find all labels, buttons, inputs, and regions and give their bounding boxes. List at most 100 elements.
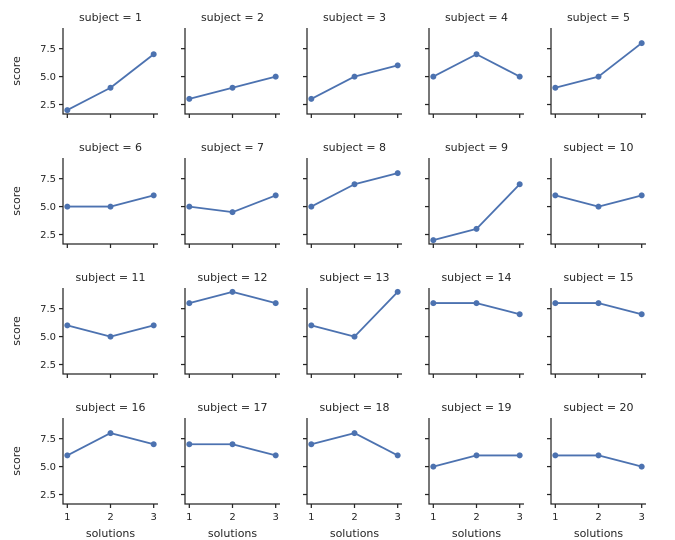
- facet-subject-19: subject = 19 1 2 3 solutions: [425, 401, 524, 540]
- data-point-marker: [638, 40, 645, 47]
- x-axis-label: solutions: [208, 527, 258, 540]
- axes-spines: [428, 288, 524, 375]
- data-point-marker: [430, 463, 437, 470]
- x-tick-label: 1: [186, 512, 192, 523]
- facet-title: subject = 11: [75, 271, 145, 284]
- axes-spines: [184, 28, 280, 115]
- data-point-marker: [351, 430, 358, 437]
- facet-title: subject = 19: [441, 401, 511, 414]
- data-line: [310, 172, 399, 208]
- data-point-marker: [394, 288, 401, 295]
- data-point-marker: [473, 300, 480, 307]
- data-point-marker: [229, 84, 236, 91]
- data-point-marker: [595, 73, 602, 80]
- data-point-marker: [430, 73, 437, 80]
- data-point-marker: [552, 84, 559, 91]
- data-point-marker: [186, 441, 193, 448]
- facet-title: subject = 16: [75, 401, 145, 414]
- facet-title: subject = 18: [319, 401, 389, 414]
- data-point-marker: [351, 73, 358, 80]
- data-point-marker: [272, 192, 279, 199]
- x-tick-label: 2: [351, 512, 357, 523]
- facet-subject-18: subject = 18 1 2 3 solutions: [303, 401, 402, 540]
- axes-spines: [550, 28, 646, 115]
- data-point-marker: [473, 452, 480, 459]
- data-point-marker: [229, 209, 236, 216]
- y-tick-label: 5.0: [40, 462, 56, 473]
- data-point-marker: [473, 225, 480, 232]
- y-tick-label: 5.0: [40, 202, 56, 213]
- data-point-marker: [150, 192, 157, 199]
- facet-title: subject = 8: [323, 141, 386, 154]
- data-point-marker: [394, 452, 401, 459]
- facet-subject-5: subject = 5: [547, 11, 646, 118]
- data-point-marker: [516, 181, 523, 188]
- facet-subject-17: subject = 17 1 2 3 solutions: [181, 401, 280, 540]
- data-point-marker: [595, 452, 602, 459]
- y-axis-label: score: [10, 316, 23, 346]
- data-line: [310, 432, 399, 457]
- y-tick-label: 2.5: [40, 100, 56, 111]
- facet-subject-4: subject = 4: [425, 11, 524, 118]
- data-point-marker: [430, 300, 437, 307]
- facet-subject-2: subject = 2: [181, 11, 280, 118]
- data-point-marker: [308, 322, 315, 329]
- data-line: [554, 42, 643, 89]
- data-point-marker: [229, 288, 236, 295]
- facet-title: subject = 3: [323, 11, 386, 24]
- data-point-marker: [595, 300, 602, 307]
- facet-subject-7: subject = 7: [181, 141, 280, 248]
- data-point-marker: [64, 107, 71, 114]
- axes-spines: [184, 418, 280, 505]
- data-point-marker: [150, 441, 157, 448]
- facet-subject-6: subject = 6 2.5 5.0 7.5 score: [10, 141, 158, 248]
- x-tick-label: 1: [64, 512, 70, 523]
- facet-subject-20: subject = 20 1 2 3 solutions: [547, 401, 646, 540]
- data-point-marker: [150, 322, 157, 329]
- x-tick-label: 1: [552, 512, 558, 523]
- axes-spines: [428, 28, 524, 115]
- x-tick-label: 2: [107, 512, 113, 523]
- facet-subject-3: subject = 3: [303, 11, 402, 118]
- axes-spines: [306, 158, 402, 245]
- data-point-marker: [107, 430, 114, 437]
- facet-title: subject = 13: [319, 271, 389, 284]
- x-axis-label: solutions: [452, 527, 502, 540]
- axes-spines: [428, 418, 524, 505]
- data-point-marker: [351, 333, 358, 340]
- x-tick-label: 3: [272, 512, 278, 523]
- facet-subject-13: subject = 13: [303, 271, 402, 378]
- axes-spines: [62, 288, 158, 375]
- x-tick-label: 1: [430, 512, 436, 523]
- facet-subject-16: subject = 16 2.5 5.0 7.5 1 2 3 score solutions: [10, 401, 158, 540]
- data-line: [66, 432, 155, 457]
- data-point-marker: [430, 237, 437, 244]
- data-point-marker: [552, 300, 559, 307]
- facet-subject-1: subject = 1 2.5 5.0 7.5 score: [10, 11, 158, 118]
- data-point-marker: [272, 300, 279, 307]
- data-point-marker: [516, 73, 523, 80]
- y-tick-label: 7.5: [40, 434, 56, 445]
- data-line: [310, 64, 399, 100]
- axes-spines: [550, 288, 646, 375]
- facet-subject-12: subject = 12: [181, 271, 280, 378]
- facet-title: subject = 1: [79, 11, 142, 24]
- facet-title: subject = 20: [563, 401, 633, 414]
- data-point-marker: [150, 51, 157, 58]
- y-tick-label: 2.5: [40, 360, 56, 371]
- y-axis-label: score: [10, 56, 23, 86]
- y-tick-label: 2.5: [40, 230, 56, 241]
- data-point-marker: [64, 452, 71, 459]
- facet-title: subject = 17: [197, 401, 267, 414]
- data-point-marker: [186, 95, 193, 102]
- x-axis-label: solutions: [330, 527, 380, 540]
- y-tick-label: 5.0: [40, 72, 56, 83]
- data-point-marker: [638, 192, 645, 199]
- data-point-marker: [272, 452, 279, 459]
- facet-title: subject = 5: [567, 11, 630, 24]
- data-point-marker: [516, 311, 523, 318]
- data-point-marker: [638, 311, 645, 318]
- axes-spines: [550, 418, 646, 505]
- data-point-marker: [272, 73, 279, 80]
